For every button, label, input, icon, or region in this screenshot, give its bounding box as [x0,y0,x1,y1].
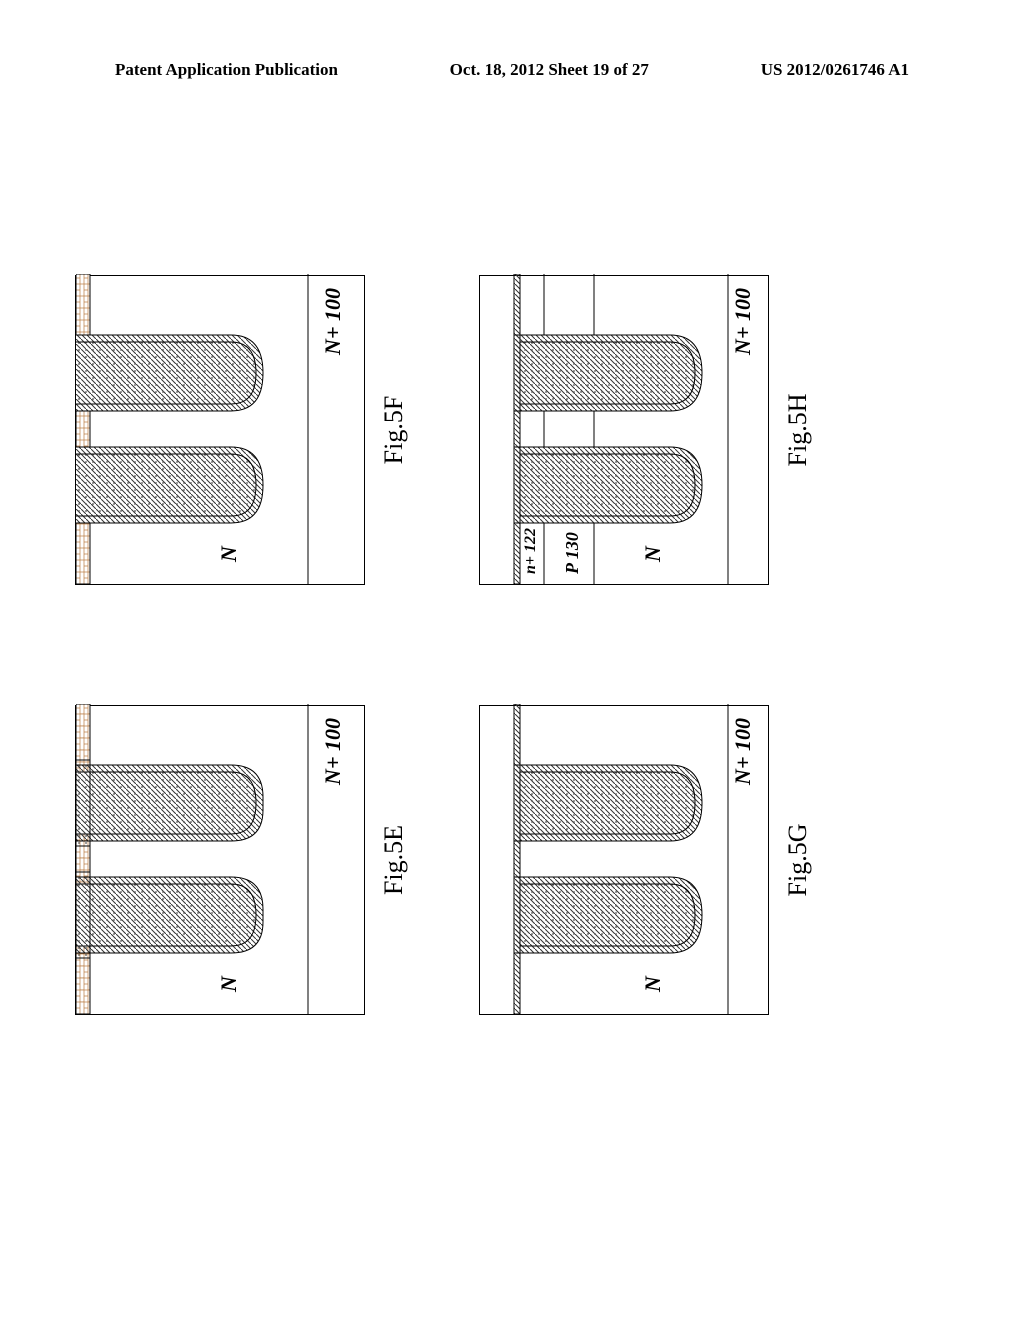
figure-label-5e: Fig.5E [379,825,409,895]
diagram-5e: N N+ 100 [75,705,365,1015]
figure-5h: n+ 122 P 130 N N+ 100 Fig.5H [479,275,813,585]
p-label-5h: P 130 [562,532,583,574]
epi-label-5e: N [216,976,242,992]
diagram-5f: N N+ 100 [75,275,365,585]
substrate-label-5h: N+ 100 [730,288,756,355]
figure-label-5g: Fig.5G [783,824,813,897]
substrate-label-5e: N+ 100 [320,718,346,785]
substrate-label-5f: N+ 100 [320,288,346,355]
epi-label-5f: N [216,546,242,562]
diagram-5h: n+ 122 P 130 N N+ 100 [479,275,769,585]
figure-label-5h: Fig.5H [783,394,813,467]
page-header: Patent Application Publication Oct. 18, … [0,60,1024,80]
header-left: Patent Application Publication [115,60,338,80]
figures-container: N N+ 100 Fig.5E [75,275,945,1015]
header-center: Oct. 18, 2012 Sheet 19 of 27 [450,60,649,80]
figure-label-5f: Fig.5F [379,396,409,465]
figure-5g: N N+ 100 Fig.5G [479,705,813,1015]
nplus-label-5h: n+ 122 [522,528,540,574]
substrate-label-5g: N+ 100 [730,718,756,785]
figure-5f: N N+ 100 Fig.5F [75,275,409,585]
epi-label-5h: N [640,546,666,562]
epi-label-5g: N [640,976,666,992]
figure-row-1: N N+ 100 Fig.5E [75,275,409,1015]
figure-5e: N N+ 100 Fig.5E [75,705,409,1015]
figure-row-2: N N+ 100 Fig.5G [479,275,813,1015]
header-right: US 2012/0261746 A1 [761,60,909,80]
diagram-5g: N N+ 100 [479,705,769,1015]
